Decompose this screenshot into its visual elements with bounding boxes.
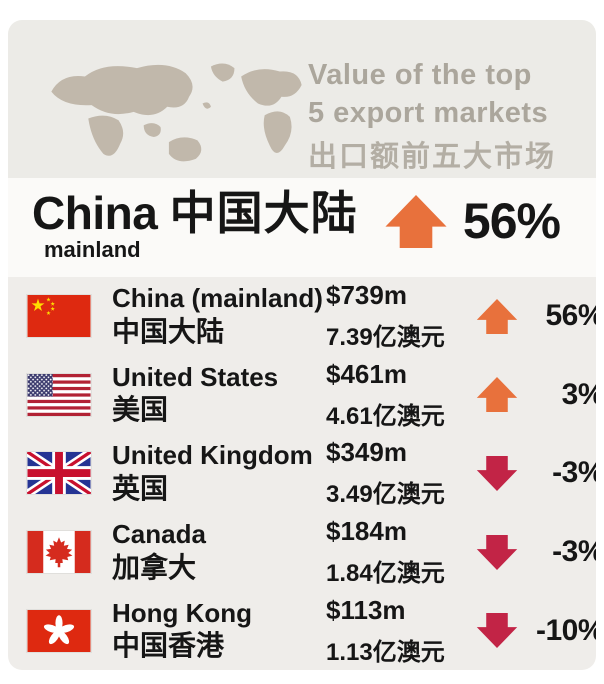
market-value: $113m — [326, 594, 406, 625]
market-row: United States 美国 $461m 4.61亿澳元 3% — [8, 356, 596, 435]
market-values: $739m 7.39亿澳元 — [326, 280, 476, 352]
country-name-zh: 中国大陆 — [112, 315, 225, 347]
market-value: $461m — [326, 358, 407, 389]
up-arrow-icon — [476, 299, 518, 334]
country-names: China (mainland) 中国大陆 — [112, 284, 326, 348]
market-value-zh: 1.84亿澳元 — [326, 560, 445, 588]
up-arrow-icon — [385, 195, 447, 248]
highlight-country: China 中国大陆 — [32, 187, 572, 240]
market-values: $461m 4.61亿澳元 — [326, 359, 476, 431]
market-values: $184m 1.84亿澳元 — [326, 516, 476, 588]
markets-list: China (mainland) 中国大陆 $739m 7.39亿澳元 56% … — [8, 277, 596, 670]
country-name-zh: 美国 — [112, 394, 169, 426]
country-name-zh: 中国香港 — [112, 630, 225, 662]
header-title-line2: 5 export markets — [308, 97, 549, 129]
market-change: 3% — [476, 377, 596, 412]
market-change: -3% — [476, 456, 596, 491]
highlight-change-value: 56% — [462, 193, 561, 249]
country-name-en: United States — [112, 361, 279, 392]
market-change-value: -3% — [552, 535, 596, 569]
market-values: $113m 1.13亿澳元 — [326, 595, 476, 667]
market-change-value: -10% — [535, 613, 596, 647]
flag-use — [28, 531, 91, 573]
united-states-flag — [27, 374, 91, 416]
china-flag — [27, 295, 91, 337]
market-row: Hong Kong 中国香港 $113m 1.13亿澳元 -10% — [8, 591, 596, 670]
up-arrow-icon — [476, 377, 518, 412]
header-panel: Value of the top 5 export markets 出口额前五大… — [8, 20, 596, 178]
country-name-en: Canada — [112, 518, 206, 549]
country-name-zh: 加拿大 — [112, 551, 197, 583]
market-value: $349m — [326, 437, 407, 468]
world-map-icon — [20, 48, 338, 174]
highlight-country-en: China — [32, 187, 158, 239]
market-row: China (mainland) 中国大陆 $739m 7.39亿澳元 56% — [8, 277, 596, 356]
country-names: Hong Kong 中国香港 — [112, 597, 326, 663]
flag-use — [28, 295, 91, 337]
hong-kong-flag — [27, 610, 91, 652]
flag-use — [28, 610, 91, 652]
market-values: $349m 3.49亿澳元 — [326, 437, 476, 509]
country-names: United Kingdom 英国 — [112, 441, 326, 505]
market-value-zh: 3.49亿澳元 — [326, 481, 445, 509]
market-value: $184m — [326, 516, 407, 547]
highlight-band: China 中国大陆 mainland 56% — [8, 178, 596, 277]
country-name-zh: 英国 — [112, 472, 169, 504]
market-value: $739m — [326, 280, 407, 311]
header-title-chinese: 出口额前五大市场 — [308, 141, 557, 173]
flag-use — [28, 374, 91, 416]
highlight-country-sub: mainland — [44, 236, 141, 262]
market-change: 56% — [476, 299, 596, 334]
flag-use — [28, 452, 91, 494]
canada-flag — [27, 531, 91, 573]
market-row: United Kingdom 英国 $349m 3.49亿澳元 -3% — [8, 434, 596, 513]
market-change: -3% — [476, 535, 596, 570]
highlight-country-zh: 中国大陆 — [169, 187, 358, 239]
country-name-en: China (mainland) — [112, 283, 323, 314]
market-change-value: 56% — [545, 299, 596, 333]
country-names: Canada 加拿大 — [112, 520, 326, 584]
market-change-value: -3% — [552, 456, 596, 490]
market-value-zh: 4.61亿澳元 — [326, 402, 445, 430]
country-name-en: United Kingdom — [112, 440, 313, 471]
market-change-value: 3% — [561, 377, 596, 411]
market-change: -10% — [476, 613, 596, 648]
market-value-zh: 1.13亿澳元 — [326, 638, 445, 666]
header-title: Value of the top 5 export markets 出口额前五大… — [308, 56, 588, 176]
united-kingdom-flag — [27, 452, 91, 494]
down-arrow-icon — [476, 456, 518, 491]
highlight-change: 56% — [385, 192, 561, 250]
country-names: United States 美国 — [112, 363, 326, 427]
market-row: Canada 加拿大 $184m 1.84亿澳元 -3% — [8, 513, 596, 592]
down-arrow-icon — [476, 613, 518, 648]
header-title-line1: Value of the top — [308, 59, 532, 91]
country-name-en: Hong Kong — [112, 597, 253, 628]
down-arrow-icon — [476, 535, 518, 570]
market-value-zh: 7.39亿澳元 — [326, 324, 445, 352]
